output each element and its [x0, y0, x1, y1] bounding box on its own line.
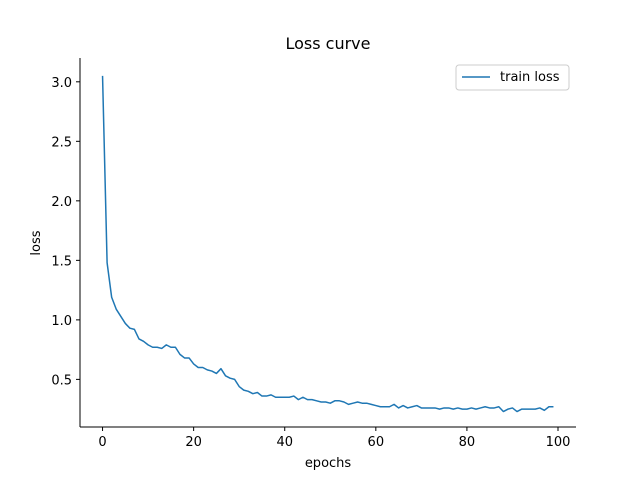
- x-tick-label: 40: [276, 435, 293, 450]
- x-tick-label: 0: [98, 435, 106, 450]
- legend-box: [455, 64, 570, 91]
- series-line-train-loss: [101, 75, 554, 413]
- legend: train loss: [455, 64, 570, 91]
- y-tick-label: 2.5: [51, 135, 72, 150]
- series-layer: [101, 75, 554, 413]
- x-tick-label: 60: [368, 435, 385, 450]
- y-tick-label: 1.0: [51, 314, 72, 329]
- legend-label-train-loss: train loss: [500, 70, 560, 85]
- plot-area: 0 20 40 60 80 100 0.5 1.0 1.5 2.0 2.5 3.0: [51, 58, 576, 450]
- x-axis-label: epochs: [305, 456, 352, 471]
- y-tick-label: 3.0: [51, 76, 72, 91]
- chart-title: Loss curve: [285, 34, 370, 53]
- y-axis-ticks: 0.5 1.0 1.5 2.0 2.5 3.0: [51, 76, 80, 388]
- y-tick-label: 1.5: [51, 254, 72, 269]
- y-axis-label: loss: [29, 230, 44, 255]
- y-tick-label: 0.5: [51, 373, 72, 388]
- x-tick-label: 100: [546, 435, 571, 450]
- x-tick-label: 80: [459, 435, 476, 450]
- x-axis-ticks: 0 20 40 60 80 100: [98, 427, 570, 450]
- x-tick-label: 20: [185, 435, 202, 450]
- y-tick-label: 2.0: [51, 195, 72, 210]
